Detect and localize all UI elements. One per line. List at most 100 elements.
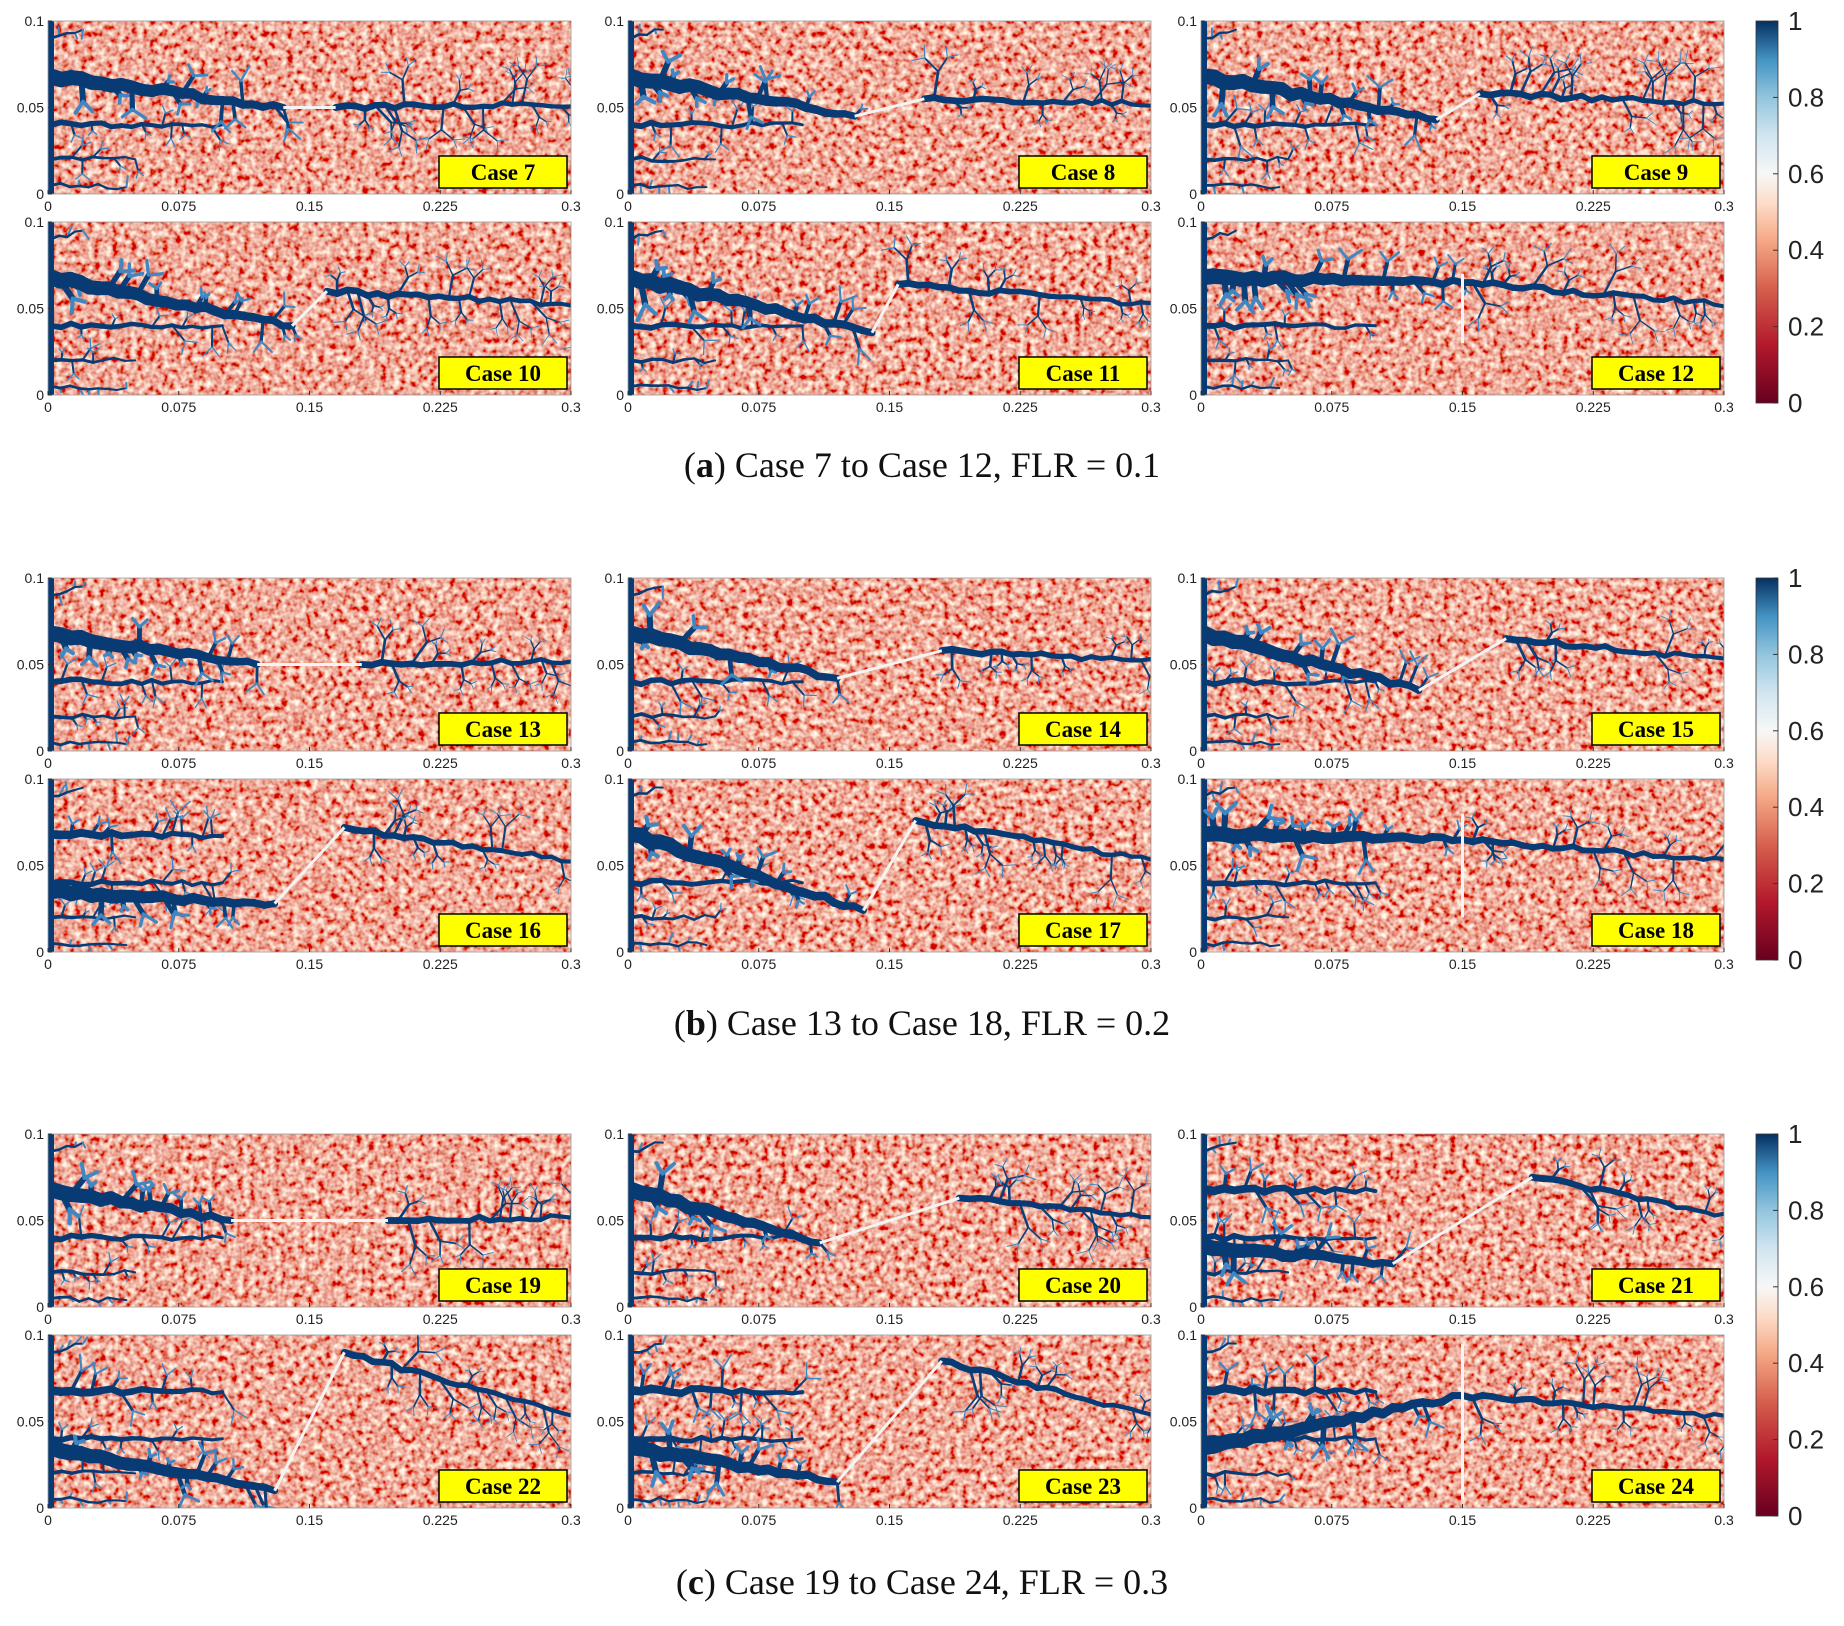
x-tick-label: 0.075 — [161, 1512, 196, 1528]
x-tick-label: 0.225 — [1003, 198, 1038, 214]
x-tick-label: 0.3 — [561, 1311, 581, 1327]
case-label: Case 14 — [1045, 717, 1122, 742]
x-tick-label: 0.3 — [1714, 198, 1734, 214]
case-label-box — [1591, 155, 1721, 189]
fracture — [836, 649, 943, 680]
case-label-box — [1018, 155, 1148, 189]
x-tick-label: 0.075 — [741, 956, 776, 972]
x-tick-label: 0 — [624, 755, 632, 771]
colorbar — [1755, 577, 1779, 961]
y-tick-label: 0.05 — [597, 1213, 624, 1229]
y-tick-label: 0.05 — [17, 100, 44, 116]
y-tick-label: 0.05 — [17, 858, 44, 874]
caption-text: ) Case 7 to Case 12, FLR = 0.1 — [714, 445, 1160, 485]
colorbar-tick-label: 0.4 — [1788, 1348, 1824, 1378]
x-tick-label: 0.075 — [1314, 198, 1349, 214]
case-label-box — [438, 1469, 568, 1503]
case-label: Case 7 — [471, 160, 536, 185]
y-tick-label: 0 — [36, 1500, 44, 1516]
dissolution-pattern — [1201, 578, 1724, 751]
panel — [48, 578, 571, 751]
x-tick-label: 0.225 — [423, 1512, 458, 1528]
dissolution-pattern — [48, 578, 571, 751]
caption-open: ( — [684, 445, 696, 485]
fracture — [291, 290, 328, 327]
caption-open: ( — [676, 1562, 688, 1602]
y-tick-label: 0.05 — [1170, 858, 1197, 874]
y-tick-label: 0 — [1189, 186, 1197, 202]
x-tick-label: 0.3 — [1714, 956, 1734, 972]
x-tick-label: 0.3 — [1714, 1512, 1734, 1528]
x-tick-label: 0.3 — [561, 1512, 581, 1528]
x-tick-label: 0.15 — [296, 198, 323, 214]
colorbar-tick-label: 0.6 — [1788, 1272, 1824, 1302]
case-label: Case 10 — [465, 361, 541, 386]
case-label-box — [1591, 1469, 1721, 1503]
caption-letter: a — [696, 445, 714, 485]
y-tick-label: 0 — [616, 1299, 624, 1315]
x-tick-label: 0.3 — [1714, 399, 1734, 415]
x-tick-label: 0.3 — [1714, 755, 1734, 771]
dissolution-pattern — [1201, 1134, 1724, 1307]
x-tick-label: 0 — [624, 399, 632, 415]
x-tick-label: 0.225 — [423, 399, 458, 415]
x-tick-label: 0.3 — [1141, 1512, 1161, 1528]
dissolution-pattern — [1201, 222, 1724, 395]
x-tick-label: 0.3 — [1141, 755, 1161, 771]
case-label-box — [438, 913, 568, 947]
case-label-box — [438, 155, 568, 189]
case-label: Case 9 — [1624, 160, 1689, 185]
x-tick-label: 0.225 — [1576, 1311, 1611, 1327]
y-tick-label: 0.1 — [605, 771, 625, 787]
x-tick-label: 0.225 — [1576, 1512, 1611, 1528]
x-tick-label: 0.15 — [1449, 198, 1476, 214]
y-tick-label: 0.05 — [17, 1213, 44, 1229]
x-tick-label: 0.075 — [161, 399, 196, 415]
x-tick-label: 0.225 — [423, 198, 458, 214]
panel — [1201, 1134, 1724, 1307]
x-tick-label: 0.225 — [1576, 956, 1611, 972]
panel — [1201, 21, 1724, 194]
y-tick-label: 0.05 — [1170, 657, 1197, 673]
fracture — [1418, 637, 1507, 692]
case-label: Case 12 — [1618, 361, 1694, 386]
x-tick-label: 0 — [624, 198, 632, 214]
case-label: Case 19 — [465, 1273, 541, 1298]
y-tick-label: 0 — [616, 944, 624, 960]
x-tick-label: 0.15 — [1449, 1311, 1476, 1327]
case-label-box — [1591, 913, 1721, 947]
x-tick-label: 0.075 — [741, 198, 776, 214]
y-tick-label: 0.05 — [597, 858, 624, 874]
panel — [628, 222, 1151, 395]
colorbar-tick-label: 0.2 — [1788, 312, 1824, 342]
case-label: Case 21 — [1618, 1273, 1694, 1298]
x-tick-label: 0.15 — [296, 399, 323, 415]
y-tick-label: 0.1 — [25, 1327, 45, 1343]
x-tick-label: 0 — [624, 956, 632, 972]
fracture — [273, 1351, 346, 1492]
x-tick-label: 0 — [1197, 956, 1205, 972]
dissolution-pattern — [48, 222, 571, 395]
x-tick-label: 0 — [44, 1311, 52, 1327]
case-label: Case 16 — [465, 918, 541, 943]
y-tick-label: 0 — [1189, 1500, 1197, 1516]
y-tick-label: 0 — [1189, 387, 1197, 403]
case-label-box — [1018, 913, 1148, 947]
case-label: Case 15 — [1618, 717, 1694, 742]
y-tick-label: 0.1 — [1178, 214, 1198, 230]
y-tick-label: 0 — [36, 743, 44, 759]
caption: (a) Case 7 to Case 12, FLR = 0.1 — [684, 445, 1160, 485]
y-tick-label: 0 — [616, 743, 624, 759]
caption: (c) Case 19 to Case 24, FLR = 0.3 — [676, 1562, 1168, 1602]
x-tick-label: 0.225 — [423, 755, 458, 771]
x-tick-label: 0.225 — [423, 956, 458, 972]
x-tick-label: 0.15 — [876, 399, 903, 415]
y-tick-label: 0.1 — [605, 13, 625, 29]
case-label-box — [438, 1268, 568, 1302]
x-tick-label: 0.3 — [561, 399, 581, 415]
y-tick-label: 0.1 — [605, 570, 625, 586]
colorbar-tick-label: 0.4 — [1788, 792, 1824, 822]
x-tick-label: 0.3 — [561, 755, 581, 771]
x-tick-label: 0 — [1197, 755, 1205, 771]
